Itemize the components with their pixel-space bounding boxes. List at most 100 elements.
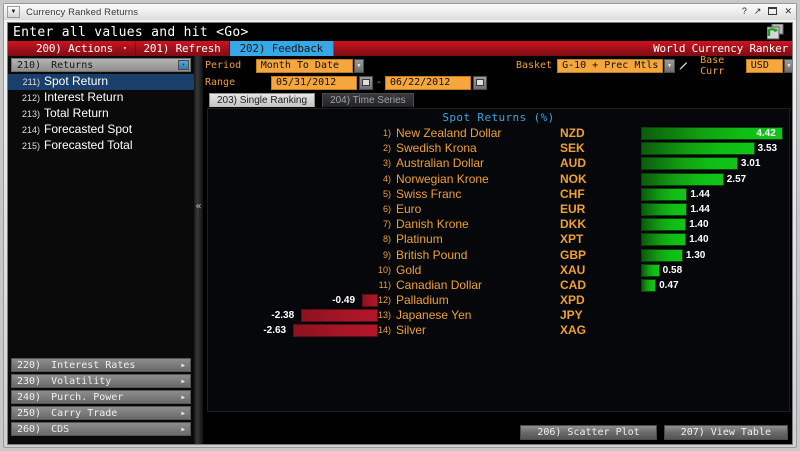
restore-icon[interactable]: ↗ — [753, 6, 762, 16]
row-value-label: -2.38 — [271, 310, 295, 322]
row-currency-code: CAD — [560, 277, 586, 292]
chart-row[interactable]: 1.40 8) Platinum XPT — [208, 232, 789, 247]
command-prompt-text[interactable]: Enter all values and hit <Go> — [13, 24, 249, 40]
row-currency-name: Australian Dollar — [396, 156, 485, 171]
row-currency-code: XAG — [560, 323, 587, 338]
sidebar-header-returns[interactable]: 210) Returns ▾ — [11, 58, 191, 72]
chart-row[interactable]: 0.58 10) Gold XAU — [208, 263, 789, 278]
chart-row[interactable]: 2.57 4) Norwegian Krone NOK — [208, 172, 789, 187]
row-currency-name: Japanese Yen — [396, 308, 472, 323]
sidebar-header-label: Returns — [51, 59, 94, 71]
chart-row[interactable]: 1.30 9) British Pound GBP — [208, 248, 789, 263]
positive-bar — [641, 172, 724, 186]
positive-bar — [641, 248, 683, 262]
row-rank: 6) — [382, 203, 391, 214]
chart-row[interactable]: 3.53 2) Swedish Krona SEK — [208, 141, 789, 156]
tab-time-series[interactable]: 204) Time Series — [322, 93, 414, 107]
chart-row[interactable]: -2.38 13) Japanese Yen JPY — [208, 308, 789, 323]
sidebar-group-purchasing-power[interactable]: 240) Purch. Power ▶ — [11, 390, 191, 404]
period-row: Period Month To Date ▼ Basket G-10 + Pre… — [205, 55, 792, 77]
group-label: Volatility — [51, 375, 112, 387]
toolbar-feedback-button[interactable]: 202) Feedback — [229, 41, 335, 56]
positive-bar — [641, 202, 688, 216]
view-table-button[interactable]: 207) View Table — [663, 425, 788, 440]
sidebar-group-interest-rates[interactable]: 220) Interest Rates ▶ — [11, 358, 191, 372]
row-currency-name: Platinum — [396, 232, 443, 247]
toolbar-refresh-button[interactable]: 201) Refresh — [136, 41, 230, 56]
sidebar-item-forecasted-spot[interactable]: 214) Forecasted Spot — [8, 122, 194, 138]
row-value-label: 1.44 — [690, 203, 710, 215]
ranking-chart: Spot Returns (%) 4.42 1) New Zealand Dolla… — [207, 108, 790, 412]
row-currency-code: AUD — [560, 156, 586, 171]
footer-buttons: 206) Scatter Plot 207) View Table — [520, 425, 788, 440]
positive-bar — [641, 187, 688, 201]
row-value-label: 1.30 — [685, 249, 706, 261]
base-curr-dropdown-icon[interactable]: ▼ — [783, 58, 792, 73]
sidebar-item-total-return[interactable]: 213) Total Return — [8, 106, 194, 122]
row-rank: 8) — [382, 234, 391, 245]
chart-row[interactable]: -0.49 12) Palladium XPD — [208, 293, 789, 308]
row-rank: 13) — [377, 310, 391, 321]
sidebar-groups: 220) Interest Rates ▶ 230) Volatility ▶ … — [11, 358, 191, 438]
chart-row[interactable]: 1.40 7) Danish Krone DKK — [208, 217, 789, 232]
basket-dropdown-icon[interactable]: ▼ — [664, 58, 675, 73]
scatter-plot-button[interactable]: 206) Scatter Plot — [520, 425, 657, 440]
positive-bar — [641, 157, 738, 171]
period-input[interactable]: Month To Date — [255, 58, 353, 73]
chart-row[interactable]: 1.44 5) Swiss Franc CHF — [208, 187, 789, 202]
collapse-sidebar-handle[interactable]: « — [195, 200, 202, 212]
refresh-window-icon[interactable] — [767, 24, 784, 40]
range-separator: - — [376, 77, 383, 88]
positive-bar — [641, 263, 660, 277]
group-label: CDS — [51, 423, 70, 435]
help-icon[interactable]: ? — [741, 6, 747, 16]
base-curr-input[interactable]: USD — [745, 58, 783, 73]
red-toolbar: 200) Actions ▾ 201) Refresh 202) Feedback… — [8, 41, 792, 56]
sidebar-item-label: Forecasted Total — [44, 138, 133, 152]
chevron-down-icon[interactable]: ▾ — [178, 60, 189, 70]
body-split: 210) Returns ▾ 211) Spot Return 212) Int… — [8, 55, 792, 444]
row-currency-code: JPY — [560, 308, 583, 323]
group-num: 260) — [17, 423, 42, 435]
basket-input[interactable]: G-10 + Prec Mtls — [557, 58, 664, 73]
chart-row[interactable]: 3.01 3) Australian Dollar AUD — [208, 156, 789, 171]
calendar-end-icon[interactable] — [473, 75, 488, 90]
row-currency-code: EUR — [560, 201, 586, 216]
sidebar-header-num: 210) — [17, 59, 42, 71]
group-num: 250) — [17, 407, 42, 419]
group-label: Carry Trade — [51, 407, 118, 419]
tab-bar: 203) Single Ranking 204) Time Series — [205, 92, 792, 107]
period-label: Period — [205, 60, 242, 71]
sidebar-item-forecasted-total[interactable]: 215) Forecasted Total — [8, 138, 194, 154]
sidebar-group-volatility[interactable]: 230) Volatility ▶ — [11, 374, 191, 388]
sidebar-group-carry-trade[interactable]: 250) Carry Trade ▶ — [11, 406, 191, 420]
range-start-input[interactable]: 05/31/2012 — [271, 75, 357, 90]
chart-row[interactable]: 1.44 6) Euro EUR — [208, 202, 789, 217]
row-currency-name: Swedish Krona — [396, 141, 477, 156]
chart-row[interactable]: 4.42 1) New Zealand Dollar NZD — [208, 126, 789, 141]
positive-bar — [641, 218, 687, 232]
chart-row[interactable]: 0.47 11) Canadian Dollar CAD — [208, 278, 789, 293]
sidebar-group-cds[interactable]: 260) CDS ▶ — [11, 422, 191, 436]
sidebar-item-spot-return[interactable]: 211) Spot Return — [8, 74, 194, 90]
positive-bar — [641, 142, 755, 156]
maximize-icon[interactable] — [768, 7, 778, 15]
row-currency-code: DKK — [560, 217, 586, 232]
sidebar-returns-list: 211) Spot Return 212) Interest Return 21… — [8, 74, 194, 154]
toolbar-actions-button[interactable]: 200) Actions ▾ — [8, 41, 136, 56]
window-menu-icon[interactable]: ▼ — [7, 6, 20, 18]
negative-bar — [301, 309, 378, 323]
edit-pencil-icon[interactable] — [678, 59, 689, 73]
row-currency-code: XPT — [560, 232, 584, 247]
range-label: Range — [205, 77, 236, 88]
range-end-input[interactable]: 06/22/2012 — [385, 75, 472, 90]
row-value-label: -2.63 — [263, 325, 287, 337]
chart-row[interactable]: -2.63 14) Silver XAG — [208, 323, 789, 338]
period-dropdown-icon[interactable]: ▼ — [353, 58, 364, 73]
positive-bar — [641, 278, 657, 292]
sidebar-item-interest-return[interactable]: 212) Interest Return — [8, 90, 194, 106]
row-rank: 10) — [377, 264, 391, 275]
close-icon[interactable]: ✕ — [784, 6, 792, 16]
tab-single-ranking[interactable]: 203) Single Ranking — [209, 93, 316, 107]
calendar-start-icon[interactable] — [359, 75, 373, 90]
